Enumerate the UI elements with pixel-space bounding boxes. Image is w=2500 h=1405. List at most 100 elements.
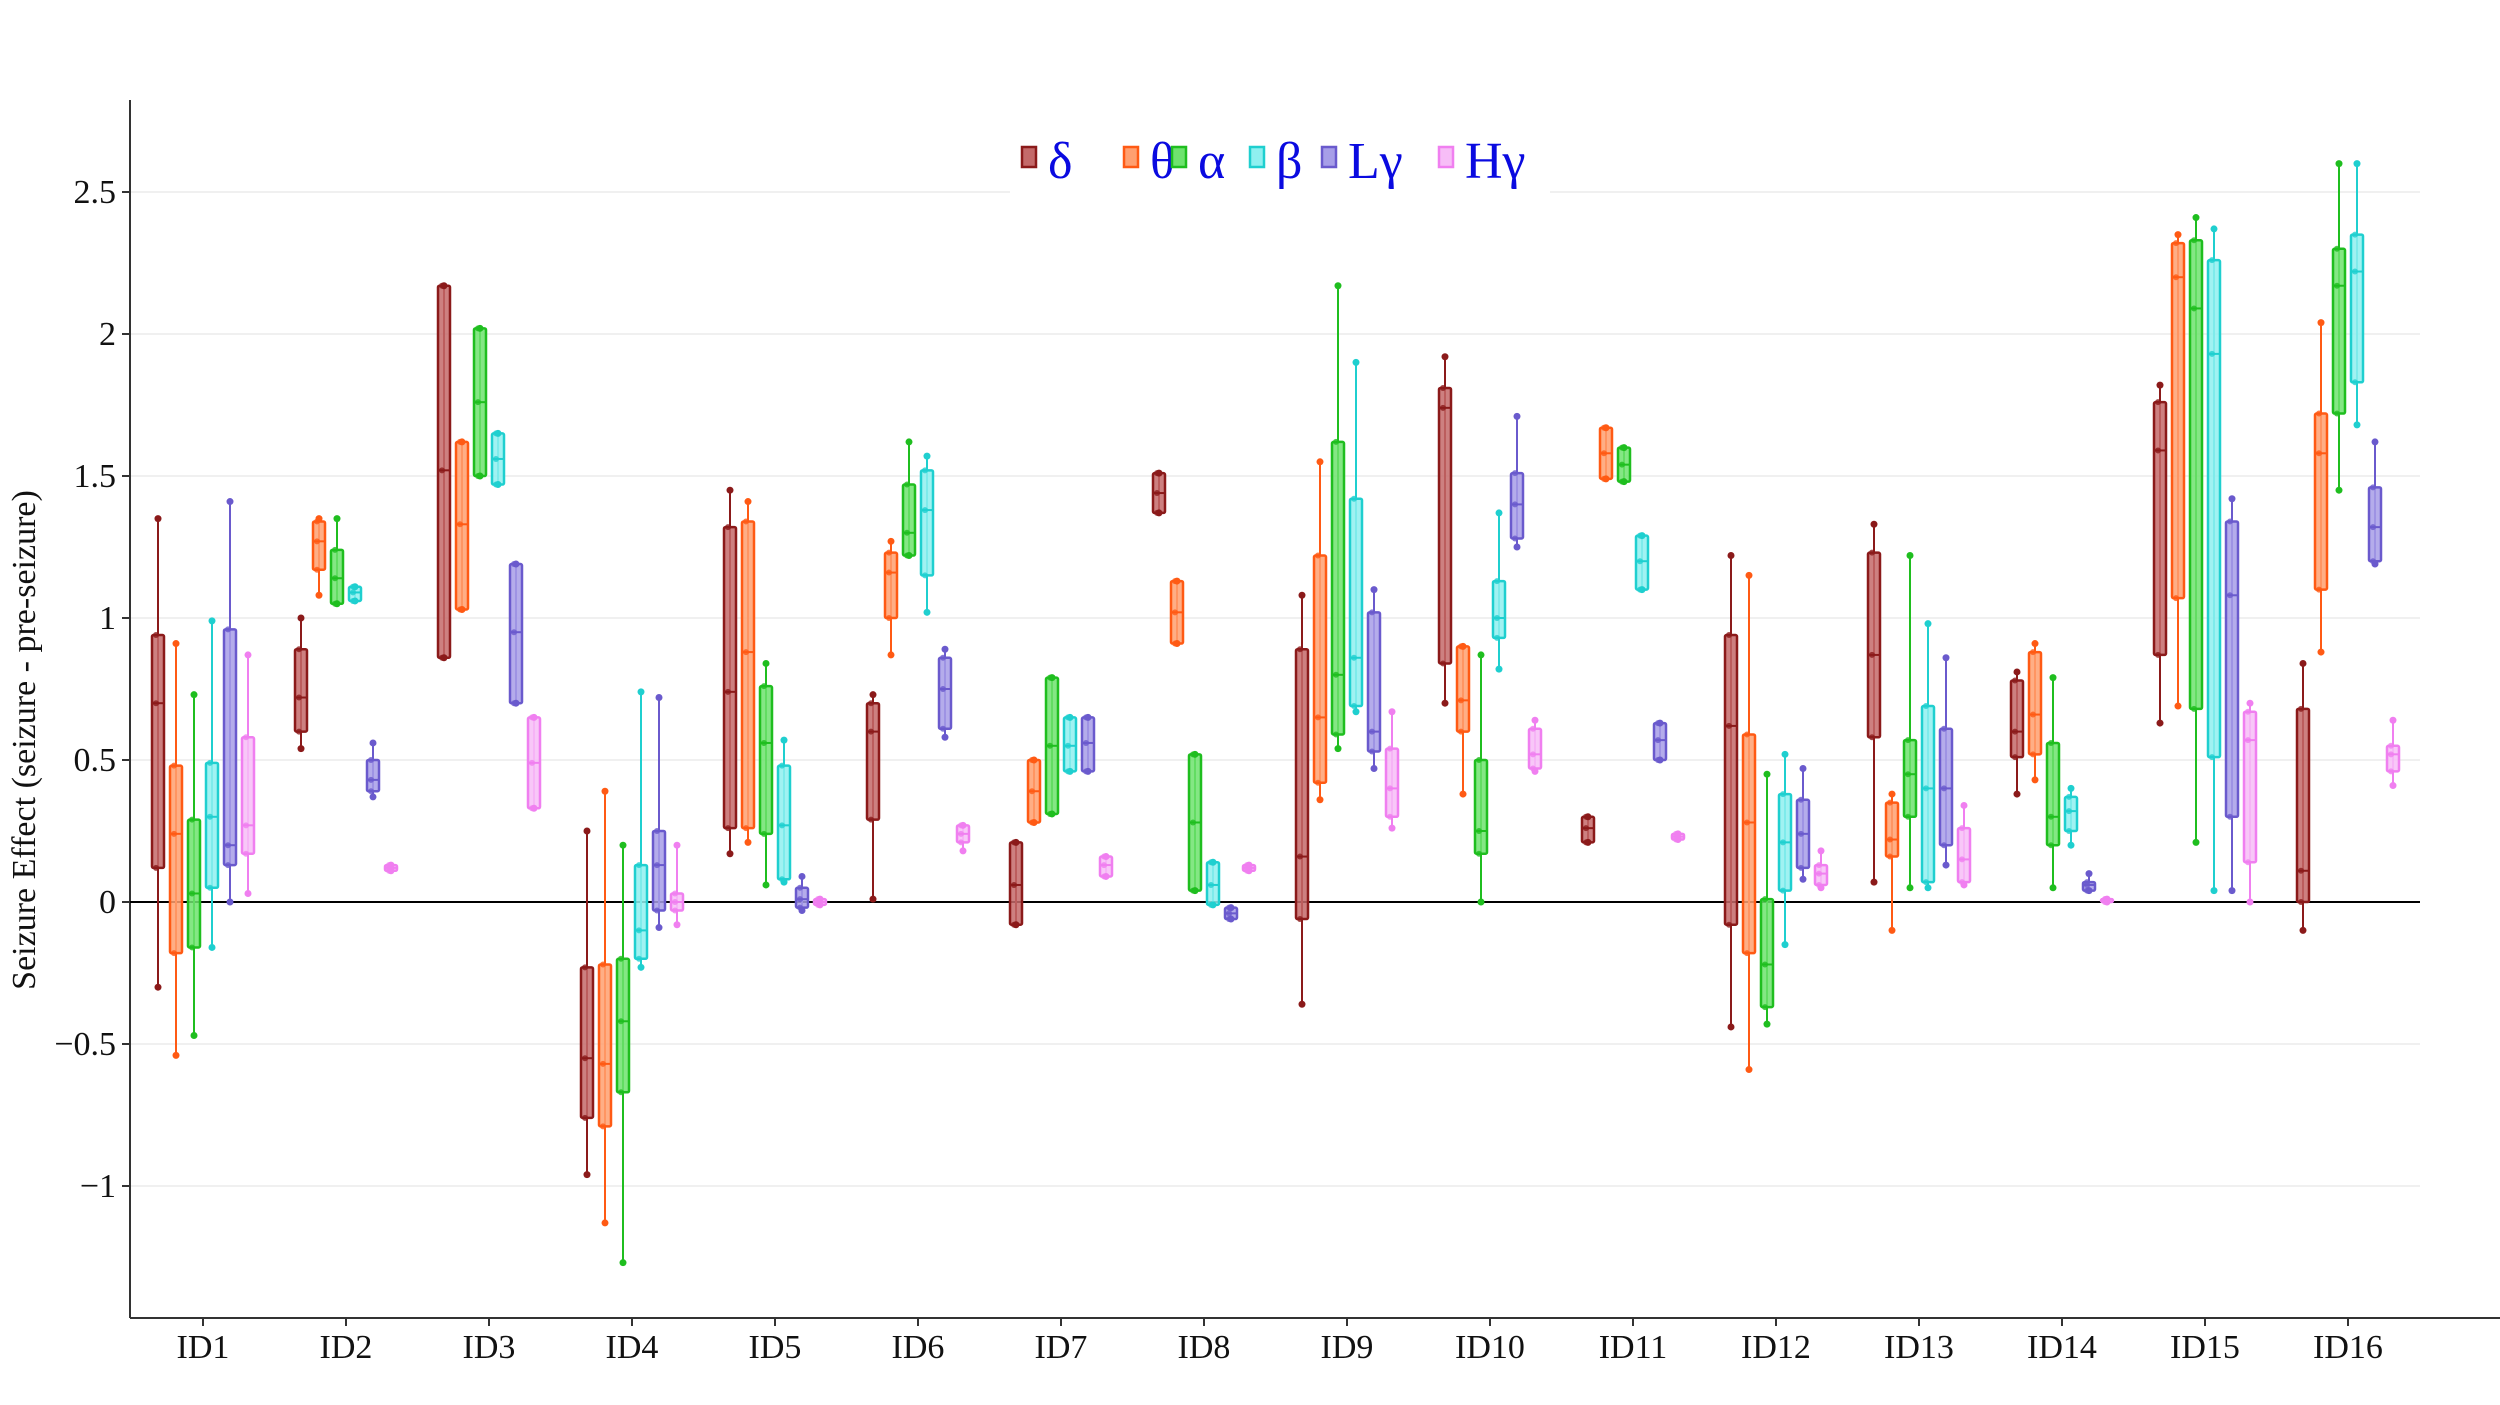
box-id4: [651, 694, 667, 932]
data-point: [207, 884, 213, 891]
data-point: [2085, 870, 2093, 878]
data-point: [1333, 731, 1339, 738]
data-point: [2102, 896, 2108, 903]
data-point: [923, 608, 931, 616]
box-id9: [1330, 282, 1346, 753]
data-point: [226, 498, 234, 506]
data-point: [2335, 486, 2343, 494]
data-point: [1298, 591, 1306, 599]
data-point: [1208, 859, 1214, 866]
box-id10: [1473, 651, 1489, 906]
legend-item[interactable]: β: [1248, 133, 1302, 190]
data-point: [1816, 870, 1822, 877]
data-point: [2388, 751, 2394, 758]
data-point: [940, 725, 946, 732]
y-tick-label: 2: [99, 316, 116, 353]
data-point: [2084, 887, 2090, 894]
data-point: [1208, 901, 1214, 908]
data-point: [1190, 751, 1196, 758]
data-point: [1065, 768, 1071, 775]
box-id12: [1741, 571, 1757, 1074]
data-point: [189, 944, 195, 951]
data-point: [1477, 651, 1485, 659]
data-point: [1388, 708, 1396, 716]
box-id10: [1491, 509, 1507, 673]
data-point: [2370, 558, 2376, 565]
data-point: [369, 739, 377, 747]
data-point: [225, 626, 231, 633]
data-point: [1316, 458, 1324, 466]
legend-item[interactable]: Lγ: [1320, 133, 1403, 190]
box-body: [2385, 744, 2401, 773]
data-point: [369, 793, 377, 801]
box-id1: [150, 515, 166, 991]
data-point: [779, 876, 785, 883]
box-body: [2027, 650, 2043, 756]
box-id11: [1670, 830, 1686, 844]
data-point: [297, 614, 305, 622]
data-point: [1011, 881, 1017, 888]
data-point: [1798, 830, 1804, 837]
data-point: [1869, 651, 1875, 658]
data-point: [637, 963, 645, 971]
box-id11: [1652, 719, 1668, 764]
box-id12: [1723, 552, 1739, 1031]
data-point: [1315, 779, 1321, 786]
data-point: [1387, 785, 1393, 792]
data-point: [171, 762, 177, 769]
data-point: [2156, 381, 2164, 389]
data-point: [780, 736, 788, 744]
legend-swatch: [1437, 145, 1455, 169]
series-1: [168, 231, 2329, 1227]
data-point: [744, 498, 752, 506]
data-point: [226, 898, 234, 906]
data-point: [655, 694, 663, 702]
data-point: [1726, 921, 1732, 928]
data-point: [529, 714, 535, 721]
legend-swatch: [1122, 145, 1140, 169]
data-point: [779, 822, 785, 829]
data-point: [1744, 950, 1750, 957]
box-body: [579, 966, 595, 1120]
box-id12: [1813, 847, 1829, 892]
data-point: [1941, 842, 1947, 849]
legend-background: [1010, 125, 1550, 197]
legend-swatch: [1248, 145, 1266, 169]
data-point: [153, 632, 159, 639]
data-point: [618, 955, 624, 962]
box-id2: [311, 515, 327, 599]
data-point: [1369, 728, 1375, 735]
x-tick-label: ID14: [2027, 1329, 2097, 1366]
boxes-layer: [150, 160, 2401, 1267]
y-ticks: −1 −0.5 0 0.5 1 1.5 2 2.5: [54, 174, 130, 1205]
data-point: [2388, 768, 2394, 775]
data-point: [887, 537, 895, 545]
box-body: [865, 701, 881, 821]
data-point: [672, 907, 678, 914]
data-point: [2084, 879, 2090, 886]
box-body: [2295, 707, 2311, 904]
data-point: [1762, 1004, 1768, 1011]
box-id13: [1884, 790, 1900, 934]
data-point: [1441, 699, 1449, 707]
data-point: [1905, 813, 1911, 820]
box-id5: [740, 498, 756, 846]
box-id8: [1241, 861, 1257, 875]
box-body: [293, 647, 309, 733]
data-point: [153, 864, 159, 871]
legend-item[interactable]: δ: [1020, 133, 1073, 190]
data-point: [439, 654, 445, 661]
data-point: [1476, 828, 1482, 834]
legend-item[interactable]: α: [1170, 133, 1225, 190]
data-point: [511, 629, 517, 636]
data-point: [601, 787, 609, 795]
series-3: [204, 160, 2365, 971]
x-tick-label: ID8: [1178, 1329, 1231, 1366]
legend-item[interactable]: Hγ: [1437, 133, 1526, 190]
data-point: [797, 896, 803, 903]
data-point: [1870, 520, 1878, 528]
data-point: [2192, 838, 2200, 846]
data-point: [1601, 450, 1607, 457]
data-point: [1655, 737, 1661, 744]
